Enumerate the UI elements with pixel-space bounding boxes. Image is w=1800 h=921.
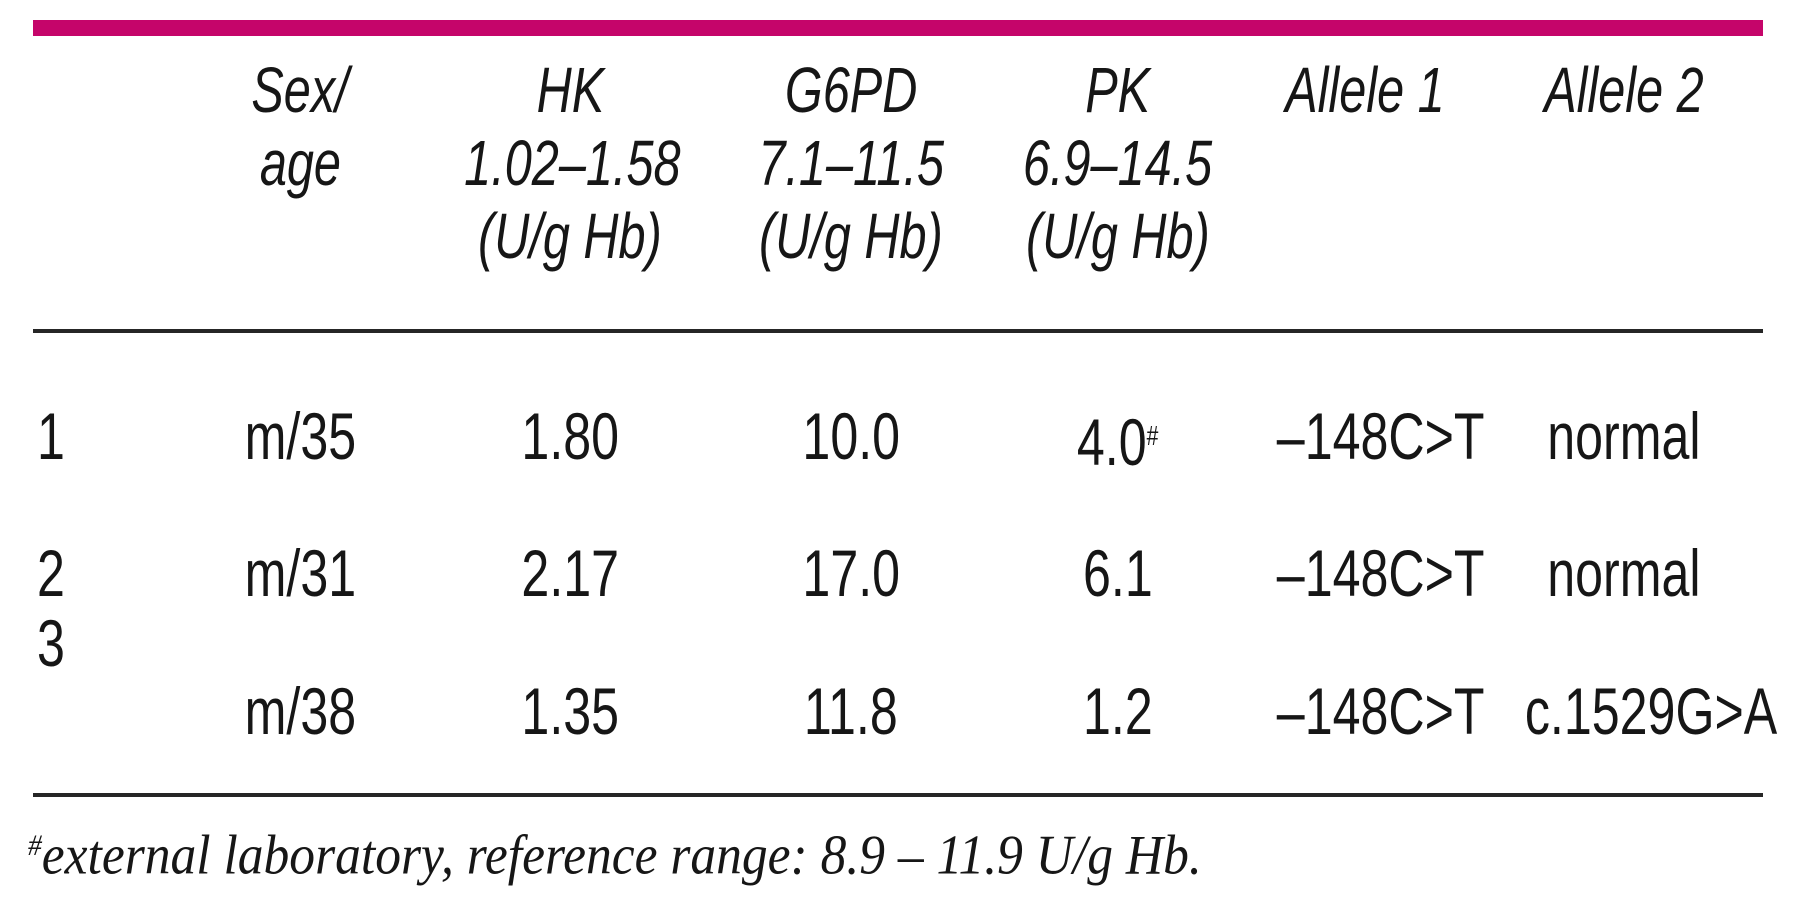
header-cell-hk: HK 1.02–1.58 (U/g Hb) bbox=[430, 54, 710, 273]
cell-allele1: –148C>T bbox=[1276, 536, 1485, 610]
header-label: HK bbox=[536, 54, 604, 126]
cell-patient-number: 1 bbox=[37, 399, 65, 473]
header-cell-sex-age: Sex/ age bbox=[170, 54, 430, 273]
cell-g6pd: 17.0 bbox=[802, 536, 900, 610]
cell-g6pd: 11.8 bbox=[804, 674, 898, 748]
header-range: 1.02–1.58 bbox=[464, 127, 681, 199]
cell-sex-age: m/31 bbox=[244, 536, 356, 610]
header-cell-allele2: Allele 2 bbox=[1485, 54, 1763, 273]
cell-allele1: –148C>T bbox=[1276, 399, 1485, 473]
table-header: Sex/ age HK 1.02–1.58 (U/g Hb) G6PD 7.1–… bbox=[33, 54, 1763, 273]
cell-allele2: normal bbox=[1547, 536, 1701, 610]
header-label: Sex/ bbox=[251, 54, 349, 126]
header-cell-patient bbox=[33, 54, 170, 273]
cell-hk: 1.35 bbox=[521, 674, 619, 748]
cell-allele2: c.1529G>A bbox=[1524, 674, 1778, 748]
cell-patient-number: 3 bbox=[37, 606, 65, 680]
header-label: PK bbox=[1085, 54, 1151, 126]
header-cell-pk: PK 6.9–14.5 (U/g Hb) bbox=[992, 54, 1244, 273]
header-unit: (U/g Hb) bbox=[478, 200, 662, 272]
header-unit: (U/g Hb) bbox=[1026, 200, 1210, 272]
cell-hk: 1.80 bbox=[521, 399, 619, 473]
cell-pk: 6.1 bbox=[1083, 536, 1153, 610]
cell-sex-age: m/35 bbox=[244, 399, 356, 473]
header-range: 6.9–14.5 bbox=[1023, 127, 1213, 199]
cell-pk: 4.0# bbox=[1077, 404, 1159, 479]
header-label: Allele 1 bbox=[1284, 54, 1445, 126]
table-row: 2 m/31 2.17 17.0 6.1 –148C>T normal bbox=[33, 538, 1763, 608]
footnote-marker: # bbox=[28, 829, 42, 862]
table-row: 3 m/38 1.35 11.8 1.2 –148C>T c.1529G>A bbox=[33, 608, 1778, 748]
footnote-text: external laboratory, reference range: 8.… bbox=[41, 824, 1202, 887]
header-label: Allele 2 bbox=[1544, 54, 1704, 126]
header-cell-allele1: Allele 1 bbox=[1244, 54, 1485, 273]
cell-sex-age: m/38 bbox=[244, 674, 356, 748]
cell-hk: 2.17 bbox=[521, 536, 619, 610]
accent-bar bbox=[33, 20, 1763, 36]
cell-patient-number: 2 bbox=[37, 536, 65, 610]
header-unit: (U/g Hb) bbox=[759, 200, 943, 272]
header-rule bbox=[33, 329, 1763, 333]
footnote: #external laboratory, reference range: 8… bbox=[28, 806, 1202, 896]
header-label: G6PD bbox=[784, 54, 918, 126]
header-cell-g6pd: G6PD 7.1–11.5 (U/g Hb) bbox=[710, 54, 992, 273]
footnote-marker-superscript: # bbox=[1146, 420, 1159, 451]
header-range: 7.1–11.5 bbox=[758, 127, 944, 199]
footer-rule bbox=[33, 793, 1763, 797]
table-row: 1 m/35 1.80 10.0 4.0# –148C>T normal bbox=[33, 399, 1763, 479]
cell-allele1: –148C>T bbox=[1276, 674, 1485, 748]
cell-allele2: normal bbox=[1547, 399, 1701, 473]
cell-g6pd: 10.0 bbox=[802, 399, 900, 473]
cell-pk: 1.2 bbox=[1083, 674, 1153, 748]
header-label: age bbox=[259, 127, 341, 199]
